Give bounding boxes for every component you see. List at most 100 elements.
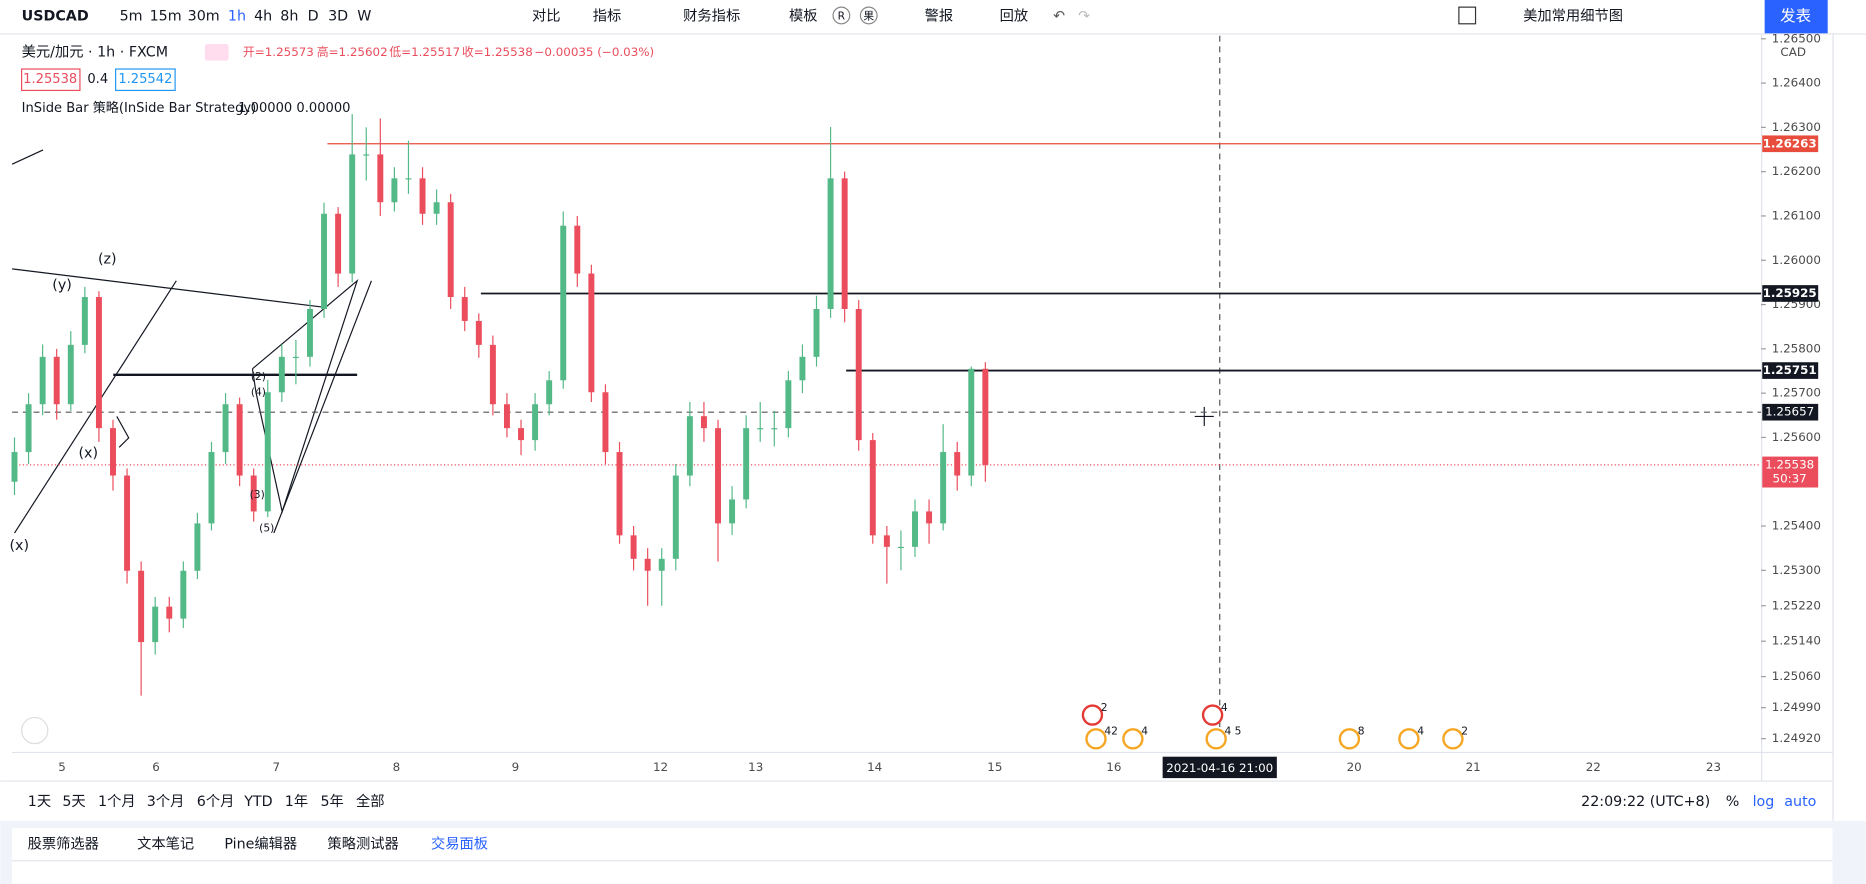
event-icon[interactable] [1205,728,1227,750]
symbol[interactable]: USDCAD [22,9,89,25]
candle-body [278,356,285,393]
panel-tab[interactable]: Pine编辑器 [224,836,297,853]
candle-body [180,570,187,619]
redo[interactable]: ↷ [1078,9,1090,25]
crosshair-date: 2021-04-16 21:00 [1166,761,1273,775]
y-tick-label: 1.24990 [1772,700,1821,714]
guo-icon[interactable] [859,6,878,25]
candle-body [152,606,159,643]
range-button[interactable]: 1个月 [98,793,136,810]
r-button[interactable]: R [838,10,846,23]
panel-tab[interactable]: 股票筛选器 [28,836,99,853]
candle-body [250,475,257,512]
range-button[interactable]: 6个月 [197,793,235,810]
event-icon[interactable] [1085,728,1107,750]
wave-label: (x) [78,445,98,461]
layout-button[interactable]: 美加常用细节图 [1523,8,1623,25]
candle-body [67,344,74,405]
candle-body [672,475,679,559]
event-count[interactable]: 4 [1221,701,1228,714]
event-count[interactable]: 42 [1104,725,1118,738]
undo[interactable]: ↶ [1053,9,1065,25]
x-tick-label: 14 [867,760,882,774]
r-icon[interactable] [832,6,851,25]
indicators-button[interactable]: 指标 [593,8,622,25]
candle-body [433,202,440,214]
y-tick-label: 1.26200 [1772,164,1821,178]
auto-button[interactable]: auto [1784,794,1816,810]
candle-body [475,320,482,345]
candle-body [503,404,510,429]
candle-body [869,440,876,536]
financials-button[interactable]: 财务指标 [683,8,740,25]
candle-body [743,428,750,500]
compare-button[interactable]: 对比 [532,8,561,25]
candle-body [461,297,468,321]
range-button[interactable]: 5天 [62,794,85,810]
interval-button[interactable]: 15m [150,9,182,25]
interval-button[interactable]: 4h [254,9,272,25]
candle-body [560,225,567,381]
event-icon[interactable] [1081,704,1104,726]
bid-box[interactable] [21,68,81,92]
candle-body [138,570,145,643]
event-count[interactable]: 2 [1101,701,1108,714]
x-tick-label: 12 [653,760,668,774]
drawings [11,149,372,534]
event-count[interactable]: 8 [1358,725,1365,738]
publish-bg[interactable] [1764,0,1828,34]
y-tick-label: 1.26300 [1772,120,1821,134]
tv-logo[interactable] [21,716,49,745]
candle-body [799,356,806,381]
clock: 22:09:22 (UTC+8) [1581,794,1710,810]
event-icon[interactable] [1122,728,1144,750]
range-button[interactable]: 1年 [285,793,308,810]
event-count[interactable]: 4 [1141,725,1148,738]
interval-button[interactable]: 1h [228,9,246,25]
range-button[interactable]: 5年 [320,793,343,810]
alert-button[interactable]: 警报 [925,8,954,25]
range-button[interactable]: YTD [243,794,272,810]
interval-button[interactable]: D [308,9,319,25]
candle-body [95,297,102,429]
log-button[interactable]: log [1753,794,1775,810]
guo-button[interactable]: 果 [863,10,874,23]
interval-button[interactable]: 8h [280,9,298,25]
panel-tab[interactable]: 交易面板 [431,835,488,853]
publish-button[interactable]: 发表 [1780,7,1811,25]
panel-tab[interactable]: 文本笔记 [137,836,194,853]
ask[interactable]: 1.25542 [118,72,172,87]
interval-button[interactable]: 5m [120,9,143,25]
templates-button[interactable]: 模板 [789,8,818,25]
pct-button[interactable]: % [1726,794,1740,810]
interval-button[interactable]: W [357,9,371,25]
candle-body [968,368,975,476]
event-count[interactable]: 2 [1461,725,1468,738]
bid[interactable]: 1.25538 [23,72,77,87]
last-price-tag [1762,456,1819,488]
x-tick-label: 6 [152,760,160,774]
candle-body [489,344,496,405]
ask-box[interactable] [115,68,176,92]
event-count[interactable]: 4 5 [1224,725,1241,738]
event-icon[interactable] [1442,728,1464,750]
panel-tab[interactable]: 策略测试器 [327,836,398,853]
event-icon[interactable] [1398,728,1420,750]
replay-button[interactable]: 回放 [1000,8,1029,25]
interval-button[interactable]: 30m [188,9,220,25]
rect-icon[interactable] [1458,6,1477,25]
y-tick-label: 1.26000 [1772,253,1821,267]
event-icon[interactable] [1338,728,1361,750]
range-button[interactable]: 1天 [28,794,51,810]
crosshair-date-bg [1162,756,1277,779]
strategy-values: 1.00000 0.00000 [238,101,350,116]
event-count[interactable]: 4 [1417,725,1424,738]
candle-body [546,380,553,405]
level-tag [1762,362,1819,379]
event-icon[interactable] [1201,704,1224,726]
candle-body [166,606,173,619]
range-button[interactable]: 全部 [356,792,385,810]
range-button[interactable]: 3个月 [147,793,185,810]
interval-button[interactable]: 3D [328,9,348,25]
